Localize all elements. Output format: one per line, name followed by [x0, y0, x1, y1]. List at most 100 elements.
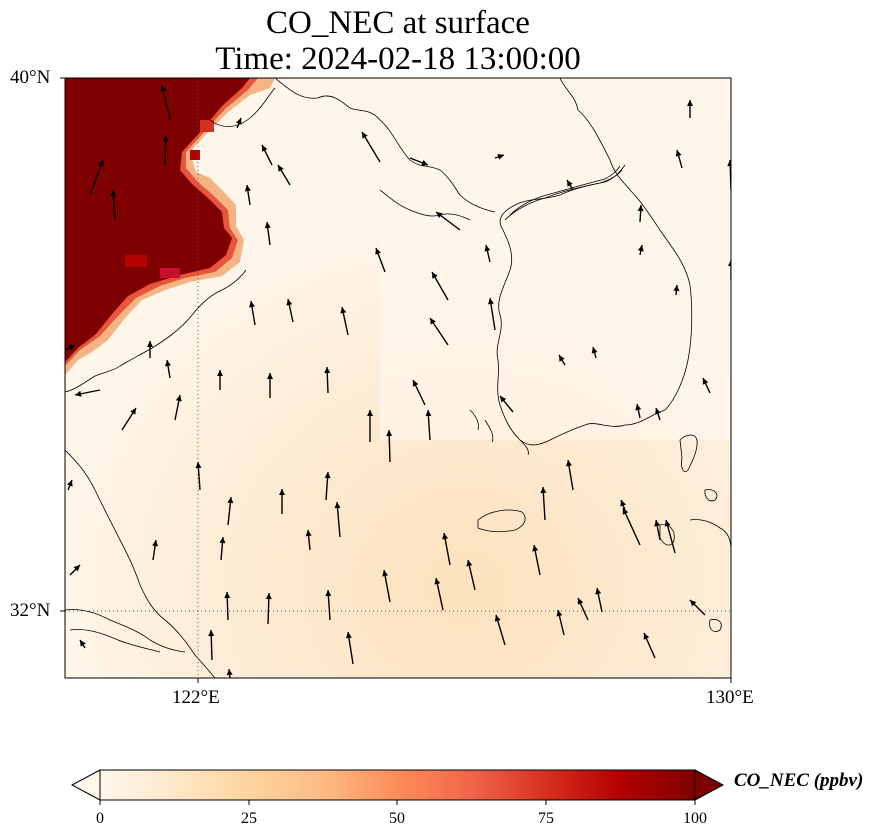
wind-arrow-head [208, 630, 215, 637]
axis-ticks [60, 77, 732, 683]
wind-arrow-head [226, 669, 233, 676]
wind-arrow-head [217, 370, 223, 376]
wind-arrow-head [675, 150, 682, 157]
colorbar-tick-100: 100 [683, 810, 707, 827]
wind-arrow-head [532, 545, 539, 552]
wind-arrow-head [244, 185, 251, 192]
wind-arrow-head [494, 615, 501, 622]
wind-arrow-head [165, 360, 171, 367]
wind-arrow-head [637, 205, 644, 212]
wind-arrow-head [728, 260, 731, 266]
colorbar-extend-low [70, 769, 101, 801]
wind-arrow-head [622, 508, 629, 515]
wind-arrow-head [152, 540, 159, 547]
wind-arrow-head [324, 472, 331, 479]
wind-arrow-head [175, 395, 182, 402]
wind-arrow-head [466, 560, 473, 567]
wind-arrow-head [386, 430, 393, 437]
wind-arrow-head [687, 100, 693, 106]
wind-arrow-head [500, 396, 507, 403]
wind-arrow-head [566, 460, 572, 467]
gridlines [65, 78, 731, 678]
wind-arrow-head [286, 299, 293, 306]
wind-arrow-head [559, 355, 565, 362]
map-title-line1: CO_NEC at surface [266, 5, 530, 41]
wind-arrow-head [577, 598, 584, 605]
lat-tick-label-32n: 32°N [10, 600, 51, 621]
lat-tick-label-40n: 40°N [10, 67, 51, 88]
wind-arrow-head [130, 408, 136, 415]
wind-arrow-head [540, 487, 547, 494]
colorbar [70, 769, 725, 805]
wind-arrow-head [267, 373, 273, 379]
map-frame [64, 77, 732, 679]
wind-arrow-head [262, 145, 268, 152]
wind-arrow-head [160, 85, 167, 92]
wind-arrow-shaft [622, 507, 641, 546]
wind-arrow-head [690, 600, 697, 607]
wind-arrow-head [497, 154, 504, 160]
wind-arrow-head [98, 160, 104, 167]
wind-arrow-head [654, 520, 661, 527]
wind-arrow-head [567, 180, 573, 187]
wind-arrow-head [195, 462, 202, 469]
wind-arrow-head [432, 272, 438, 279]
wind-arrow-head [279, 489, 285, 495]
wind-arrow-shaft [89, 159, 104, 196]
wind-arrow-head [219, 537, 226, 544]
wind-arrow-head [66, 480, 73, 487]
wind-arrow-head [325, 590, 332, 597]
coastlines [65, 78, 731, 678]
wind-arrow-head [434, 578, 441, 585]
high-concentration-area [65, 78, 275, 375]
wind-arrow-head [73, 565, 80, 572]
wind-arrow-head [436, 212, 443, 218]
wind-arrow-head [487, 298, 494, 305]
wind-arrow-head [425, 410, 432, 417]
wind-arrow-head [324, 367, 331, 374]
lon-tick-label-130e: 130°E [706, 687, 754, 708]
low-concentration-region [380, 120, 731, 440]
wind-arrow-head [591, 347, 598, 354]
wind-arrow-head [334, 502, 341, 509]
colorbar-gradient [99, 769, 696, 801]
wind-arrow-head [367, 410, 373, 416]
colorbar-tick-50: 50 [389, 810, 405, 827]
wind-arrow-head [227, 497, 234, 504]
colorbar-extend-high [694, 769, 725, 801]
wind-arrow-head [147, 341, 153, 347]
colorbar-label: CO_NEC (ppbv) [734, 770, 864, 791]
wind-arrow-head [224, 592, 231, 599]
map-title-line2: Time: 2024-02-18 13:00:00 [215, 41, 581, 77]
wind-arrow-head [727, 160, 731, 167]
wind-arrow-head [345, 632, 352, 639]
colorbar-tick-25: 25 [241, 810, 257, 827]
colorbar-tick-75: 75 [538, 810, 554, 827]
lon-tick-label-122e: 122°E [172, 687, 220, 708]
wind-arrow-head [412, 380, 419, 387]
wind-arrow-head [430, 318, 436, 325]
wind-arrow-head [595, 588, 602, 595]
wind-arrow-head [673, 285, 680, 292]
wind-arrow-head [68, 345, 75, 351]
wind-arrow-head [421, 160, 428, 166]
wind-arrow-head [382, 570, 389, 577]
wind-arrow-head [635, 404, 642, 411]
map-area [65, 78, 731, 678]
wind-arrow-head [362, 132, 368, 139]
wind-arrow-head [340, 307, 347, 314]
wind-arrow-head [655, 408, 661, 415]
wind-arrow-head [305, 530, 312, 537]
wind-arrow-head [637, 245, 644, 252]
wind-vectors [65, 84, 731, 678]
wind-arrow-head [664, 520, 671, 527]
wind-arrow-head [442, 533, 449, 540]
wind-arrow-head [556, 610, 563, 617]
wind-arrow-head [620, 500, 627, 507]
wind-arrow-head [249, 301, 255, 308]
wind-arrow-head [235, 118, 242, 125]
wind-arrow-head [375, 248, 381, 255]
wind-arrow-head [75, 390, 82, 397]
wind-arrow-head [702, 378, 709, 385]
wind-arrow-head [264, 222, 271, 229]
